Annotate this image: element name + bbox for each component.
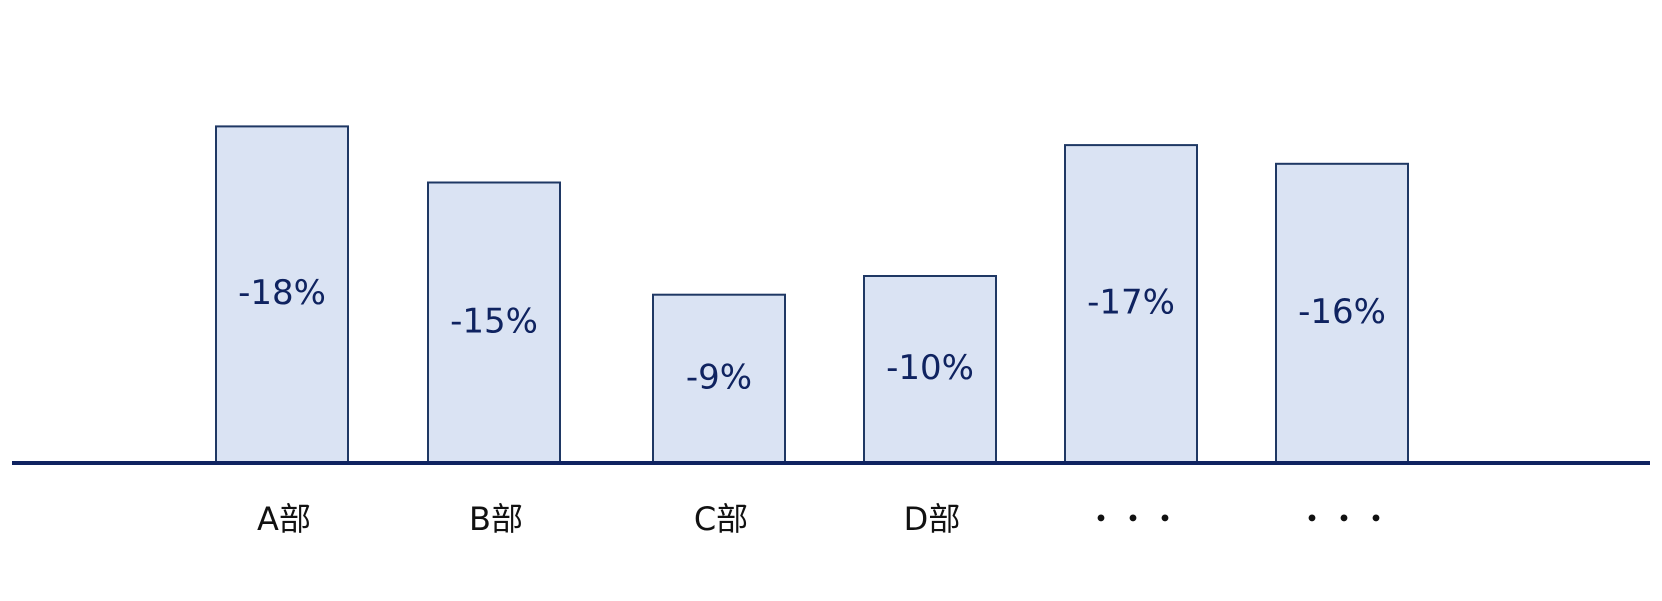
bar-5 <box>1064 144 1198 464</box>
bar-6 <box>1275 162 1409 465</box>
bar-3 <box>652 293 786 465</box>
bar-value-label-1: -18% <box>238 273 326 313</box>
bar-value-label-4: -10% <box>886 348 974 388</box>
category-label-2: B部 <box>469 500 523 538</box>
category-label-6: ・・・ <box>1296 500 1392 538</box>
bar-value-label-3: -9% <box>686 357 752 397</box>
bar-2 <box>427 181 561 464</box>
bar-value-label-6: -16% <box>1298 292 1386 332</box>
bar-4 <box>863 275 997 464</box>
category-label-1: A部 <box>257 500 311 538</box>
category-label-3: C部 <box>694 500 748 538</box>
category-label-5: ・・・ <box>1085 500 1181 538</box>
bar-value-label-2: -15% <box>450 301 538 341</box>
bar-value-label-5: -17% <box>1087 283 1175 323</box>
category-label-4: D部 <box>904 500 961 538</box>
bars-layer <box>215 125 1409 465</box>
labels-layer: -18% A部 -15% B部 -9% C部 -10% D部 -17% ・・・ -16% ・・・ <box>238 273 1392 538</box>
bar-1 <box>215 125 349 465</box>
